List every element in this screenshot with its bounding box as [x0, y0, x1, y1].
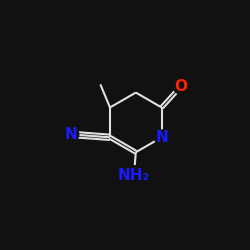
Text: O: O: [174, 79, 188, 94]
Circle shape: [124, 166, 144, 185]
Circle shape: [154, 130, 169, 145]
Circle shape: [64, 127, 79, 142]
Text: N: N: [155, 130, 168, 145]
Text: NH₂: NH₂: [118, 168, 150, 183]
Circle shape: [173, 78, 188, 94]
Text: N: N: [65, 127, 78, 142]
